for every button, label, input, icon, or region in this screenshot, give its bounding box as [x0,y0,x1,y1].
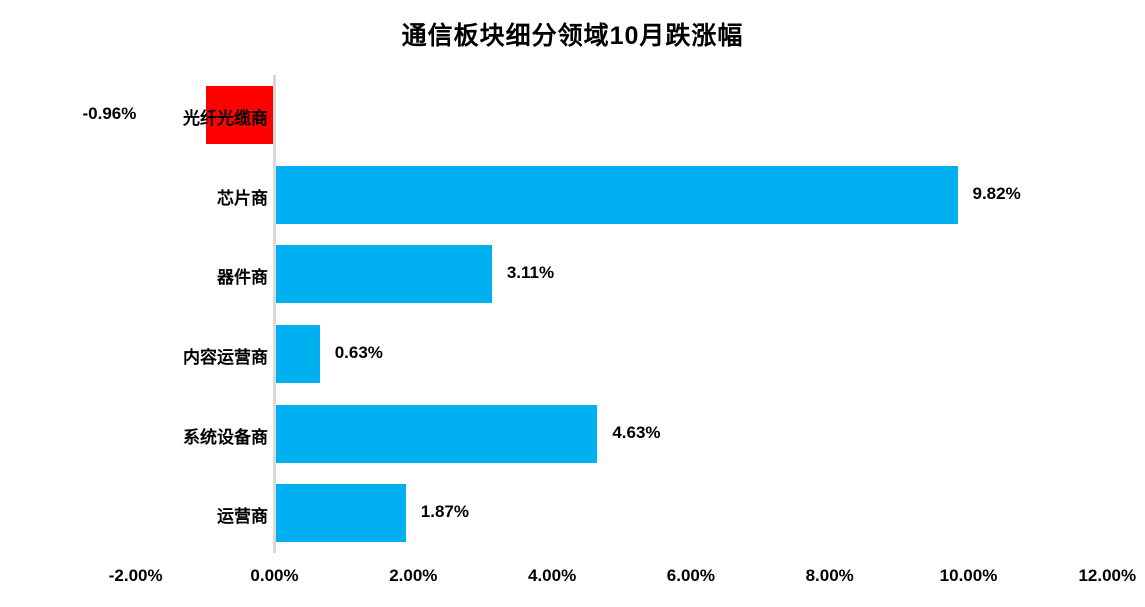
value-label: -0.96% [82,103,137,123]
chart-title: 通信板块细分领域10月跌涨幅 [401,22,744,50]
category-label: 内容运营商 [183,347,268,367]
x-axis-tick: 0.00% [250,566,299,585]
x-axis-tick: 10.00% [939,566,998,585]
bar [276,324,320,383]
category-label: 系统设备商 [183,427,268,447]
category-label: 器件商 [217,268,268,288]
value-label: 0.63% [334,342,383,362]
value-label: 1.87% [420,502,469,522]
bar [206,85,273,144]
bar [276,165,958,224]
category-label: 光纤光缆商 [183,108,268,128]
x-axis-tick: 8.00% [805,566,854,585]
x-axis-tick: 12.00% [1078,566,1137,585]
x-axis-tick: -2.00% [108,566,163,585]
value-label: 9.82% [972,183,1021,203]
category-label: 运营商 [217,507,268,527]
x-axis-tick: 6.00% [666,566,715,585]
x-axis-tick: 4.00% [527,566,577,585]
category-label: 芯片商 [217,188,268,208]
bar [276,404,598,463]
x-axis-tick: 2.00% [389,566,438,585]
bar [276,484,406,543]
bar [276,245,492,304]
value-label: 3.11% [506,263,555,283]
value-label: 4.63% [612,422,661,442]
y-axis-line [273,75,276,553]
